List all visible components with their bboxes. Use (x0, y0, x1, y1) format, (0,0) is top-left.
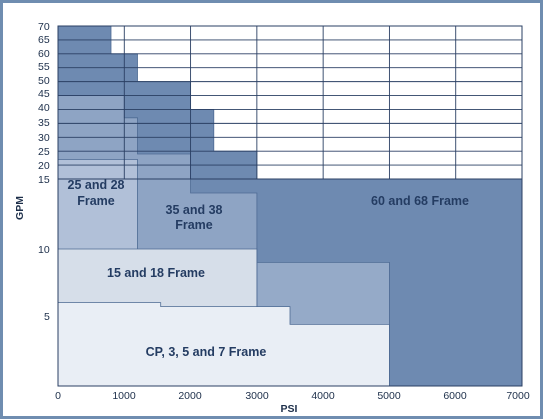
y-tick-label: 40 (38, 102, 50, 114)
x-axis-title: PSI (281, 403, 298, 415)
x-tick-labels: 0 1000 2000 3000 4000 5000 6000 7000 (55, 390, 530, 402)
x-tick-label: 5000 (377, 390, 401, 402)
label-25-28-frame-line1: 25 and 28 (68, 178, 125, 192)
region-labels: 25 and 28 Frame 35 and 38 Frame 60 and 6… (68, 178, 470, 359)
y-tick-label: 20 (38, 160, 50, 172)
label-25-28-frame-line2: Frame (77, 194, 115, 208)
y-tick-label: 65 (38, 34, 50, 46)
y-tick-label: 15 (38, 174, 50, 186)
y-tick-label: 10 (38, 244, 50, 256)
x-tick-label: 4000 (311, 390, 335, 402)
y-tick-label: 60 (38, 48, 50, 60)
label-cp-3-5-7-frame: CP, 3, 5 and 7 Frame (146, 345, 267, 359)
plot-border (57, 25, 523, 387)
y-tick-label: 35 (38, 117, 50, 129)
label-60-68-frame: 60 and 68 Frame (371, 194, 469, 208)
x-tick-label: 0 (55, 390, 61, 402)
x-tick-label: 7000 (506, 390, 530, 402)
chart-regions (57, 25, 523, 387)
y-tick-label: 5 (44, 311, 50, 323)
x-tick-label: 1000 (112, 390, 136, 402)
y-tick-label: 30 (38, 132, 50, 144)
y-tick-label: 55 (38, 61, 50, 73)
label-15-18-frame: 15 and 18 Frame (107, 266, 205, 280)
y-tick-label: 50 (38, 75, 50, 87)
label-35-38-frame-line2: Frame (175, 218, 213, 232)
x-tick-label: 2000 (178, 390, 202, 402)
y-tick-label: 25 (38, 146, 50, 158)
x-tick-label: 3000 (245, 390, 269, 402)
label-35-38-frame-line1: 35 and 38 (166, 203, 223, 217)
y-tick-labels: 5 10 15 20 25 30 35 40 45 50 55 60 65 70 (38, 21, 50, 323)
y-axis-title: GPM (14, 196, 26, 220)
x-tick-label: 6000 (443, 390, 467, 402)
chart-grid (57, 25, 523, 387)
y-tick-label: 45 (38, 88, 50, 100)
y-tick-label: 70 (38, 21, 50, 33)
